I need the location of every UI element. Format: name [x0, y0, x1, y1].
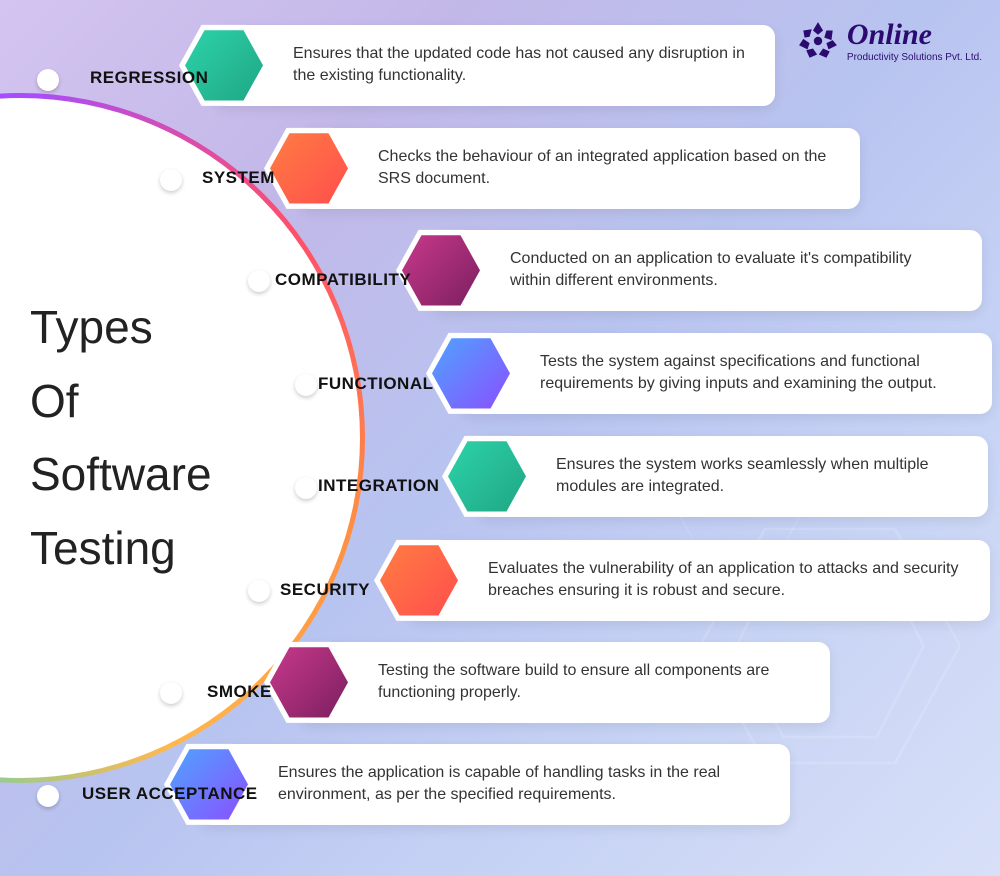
arc-dot [295, 477, 317, 499]
testing-type-card: Ensures that the updated code has not ca… [215, 25, 775, 106]
testing-type-label: FUNCTIONAL [318, 374, 433, 394]
hexagon-icon [270, 643, 348, 721]
testing-type-label: COMPATIBILITY [275, 270, 411, 290]
testing-type-label: INTEGRATION [318, 476, 439, 496]
testing-type-description: Checks the behaviour of an integrated ap… [378, 146, 830, 191]
hexagon-icon [380, 541, 458, 619]
testing-type-description: Evaluates the vulnerability of an applic… [488, 558, 960, 603]
arc-dot [248, 580, 270, 602]
arc-dot [160, 682, 182, 704]
hexagon-icon [402, 231, 480, 309]
testing-type-label: SYSTEM [202, 168, 275, 188]
testing-type-label: REGRESSION [90, 68, 208, 88]
arc-dot [37, 785, 59, 807]
testing-type-description: Ensures the application is capable of ha… [278, 762, 760, 807]
testing-type-card: Testing the software build to ensure all… [300, 642, 830, 723]
logo-icon [797, 20, 839, 62]
hexagon-icon [270, 129, 348, 207]
title-line: Software [30, 438, 212, 512]
arc-dot [160, 169, 182, 191]
hexagon-icon [448, 437, 526, 515]
testing-type-card: Tests the system against specifications … [462, 333, 992, 414]
main-title: Types Of Software Testing [30, 291, 212, 585]
logo-tagline: Productivity Solutions Pvt. Ltd. [847, 52, 982, 63]
arc-dot [37, 69, 59, 91]
testing-type-description: Tests the system against specifications … [540, 351, 962, 396]
testing-type-description: Ensures that the updated code has not ca… [293, 43, 745, 88]
testing-type-description: Testing the software build to ensure all… [378, 660, 800, 705]
hexagon-icon [432, 334, 510, 412]
testing-type-label: SECURITY [280, 580, 370, 600]
testing-type-card: Evaluates the vulnerability of an applic… [410, 540, 990, 621]
logo-name: Online [847, 18, 982, 52]
testing-type-card: Ensures the system works seamlessly when… [478, 436, 988, 517]
hexagon-icon [185, 26, 263, 104]
arc-dot [295, 374, 317, 396]
arc-dot [248, 270, 270, 292]
testing-type-card: Conducted on an application to evaluate … [432, 230, 982, 311]
testing-type-label: USER ACCEPTANCE [82, 784, 258, 804]
title-line: Of [30, 364, 212, 438]
testing-type-description: Ensures the system works seamlessly when… [556, 454, 958, 499]
testing-type-label: SMOKE [207, 682, 272, 702]
title-line: Testing [30, 512, 212, 586]
title-line: Types [30, 291, 212, 365]
testing-type-description: Conducted on an application to evaluate … [510, 248, 952, 293]
testing-type-card: Checks the behaviour of an integrated ap… [300, 128, 860, 209]
company-logo: Online Productivity Solutions Pvt. Ltd. [797, 18, 982, 63]
testing-type-card: Ensures the application is capable of ha… [200, 744, 790, 825]
